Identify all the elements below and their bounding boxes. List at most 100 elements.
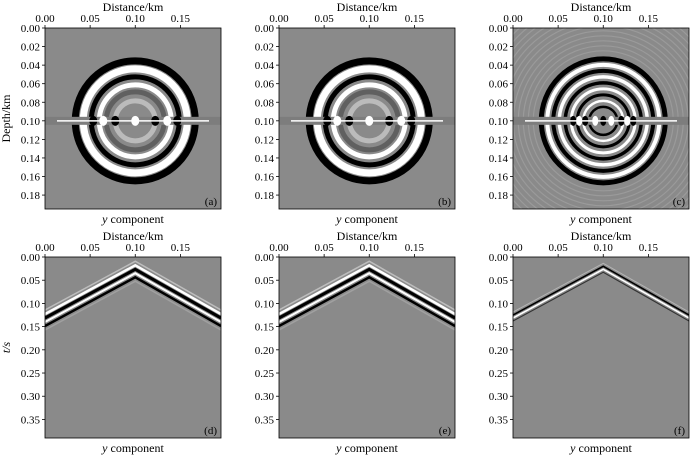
panel-frame: [44, 27, 222, 210]
y-tick-label: 0.14: [255, 153, 275, 165]
y-tick-label: 0.20: [489, 345, 509, 357]
panel-e-image: [279, 257, 455, 438]
reflection-event: [45, 263, 221, 316]
x-tick-label: 0.05: [81, 242, 101, 254]
component-caption: y component: [335, 441, 398, 455]
x-axis-title: Distance/km: [337, 0, 398, 14]
reflection-event: [45, 280, 221, 331]
y-tick-label: 0.00: [21, 252, 41, 264]
panel-label: (c): [673, 196, 686, 208]
x-tick-label: 0.05: [315, 242, 335, 254]
y-axis-title: t/s: [0, 342, 13, 354]
y-tick-label: 0.16: [255, 172, 275, 184]
y-tick-label: 0.04: [255, 60, 275, 72]
y-tick-label: 0.00: [489, 252, 509, 264]
panels-layer: 0.00 0.05 0.10 0.15 Distance/km 0.00 0.02 0.04 0…: [0, 0, 690, 455]
x-tick-label: 0.10: [594, 13, 614, 25]
x-tick-label: 0.10: [360, 13, 380, 25]
panel-e: 0.00 0.05 0.10 0.15 Distance/km 0.00 0.05 0.10 0…: [255, 229, 456, 455]
panel-a: 0.00 0.05 0.10 0.15 Distance/km 0.00 0.02 0.04 0…: [0, 0, 222, 226]
panel-label: (d): [204, 425, 217, 437]
x-tick-label: 0.05: [81, 13, 101, 25]
x-tick-label: 0.05: [315, 13, 335, 25]
y-tick-label: 0.04: [489, 60, 509, 72]
panel-frame: [512, 27, 690, 210]
y-tick-label: 0.20: [255, 345, 275, 357]
y-tick-label: 0.12: [21, 134, 40, 146]
y-tick-label: 0.18: [489, 190, 509, 202]
x-axis-title: Distance/km: [103, 229, 164, 243]
panel-frame: [512, 256, 690, 439]
reflection-event: [45, 267, 221, 320]
x-axis-title: Distance/km: [571, 229, 632, 243]
y-tick-label: 0.05: [255, 275, 275, 287]
y-tick-label: 0.15: [489, 322, 509, 334]
x-tick-label: 0.15: [405, 13, 425, 25]
x-tick-label: 0.00: [269, 242, 289, 254]
y-tick-label: 0.20: [21, 345, 41, 357]
y-tick-label: 0.10: [255, 298, 275, 310]
y-tick-label: 0.05: [21, 275, 41, 287]
y-tick-label: 0.12: [489, 134, 508, 146]
y-tick-label: 0.14: [489, 153, 509, 165]
y-tick-label: 0.08: [489, 97, 509, 109]
panel-frame: [278, 27, 456, 210]
y-tick-label: 0.15: [255, 322, 275, 334]
y-tick-label: 0.14: [21, 153, 41, 165]
reflection-event: [279, 263, 455, 316]
x-tick-label: 0.15: [171, 13, 191, 25]
x-tick-label: 0.00: [503, 242, 523, 254]
y-tick-label: 0.05: [489, 275, 509, 287]
x-axis-title: Distance/km: [571, 0, 632, 14]
y-tick-label: 0.30: [255, 391, 275, 403]
x-tick-label: 0.10: [594, 242, 614, 254]
x-tick-label: 0.15: [639, 242, 659, 254]
y-tick-label: 0.00: [489, 23, 509, 35]
reflection-event: [279, 260, 455, 311]
panel-b-image: [279, 28, 455, 209]
x-tick-label: 0.10: [126, 13, 146, 25]
panel-label: (b): [438, 196, 451, 208]
panel-label: (e): [439, 425, 452, 437]
component-caption: y component: [569, 212, 632, 226]
y-tick-label: 0.02: [21, 42, 40, 54]
reflection-event: [279, 280, 455, 331]
component-caption: y component: [101, 441, 164, 455]
y-tick-label: 0.30: [489, 391, 509, 403]
y-tick-label: 0.10: [255, 116, 275, 128]
x-axis-title: Distance/km: [337, 229, 398, 243]
reflection-event: [513, 271, 689, 322]
x-tick-label: 0.00: [35, 13, 55, 25]
y-tick-label: 0.10: [21, 298, 41, 310]
x-tick-label: 0.15: [171, 242, 191, 254]
y-axis-title: Depth/km: [0, 94, 13, 143]
panel-b: 0.00 0.05 0.10 0.15 Distance/km 0.00 0.02 0.04 0…: [255, 0, 456, 226]
y-tick-label: 0.00: [21, 23, 41, 35]
y-tick-label: 0.04: [21, 60, 41, 72]
reflection-event: [513, 265, 689, 316]
panel-f: 0.00 0.05 0.10 0.15 Distance/km 0.00 0.05 0.10 0…: [489, 229, 690, 455]
panel-f-image: [513, 257, 689, 438]
x-axis-title: Distance/km: [103, 0, 164, 14]
reflection-event: [45, 272, 221, 323]
component-caption: y component: [101, 212, 164, 226]
x-tick-label: 0.15: [405, 242, 425, 254]
y-tick-label: 0.18: [21, 190, 41, 202]
panel-d-image: [45, 257, 221, 438]
panel-a-image: [45, 28, 221, 209]
y-tick-label: 0.18: [255, 190, 275, 202]
y-tick-label: 0.08: [255, 97, 275, 109]
x-tick-label: 0.10: [360, 242, 380, 254]
x-tick-label: 0.05: [549, 242, 569, 254]
y-tick-label: 0.06: [21, 79, 41, 91]
y-tick-label: 0.02: [489, 42, 508, 54]
y-tick-label: 0.00: [255, 23, 275, 35]
reflection-event: [279, 272, 455, 323]
y-tick-label: 0.15: [21, 322, 41, 334]
reflection-event: [279, 267, 455, 320]
y-tick-label: 0.06: [489, 79, 509, 91]
x-tick-label: 0.00: [269, 13, 289, 25]
reflection-event: [513, 268, 689, 319]
panel-label: (a): [205, 196, 218, 208]
